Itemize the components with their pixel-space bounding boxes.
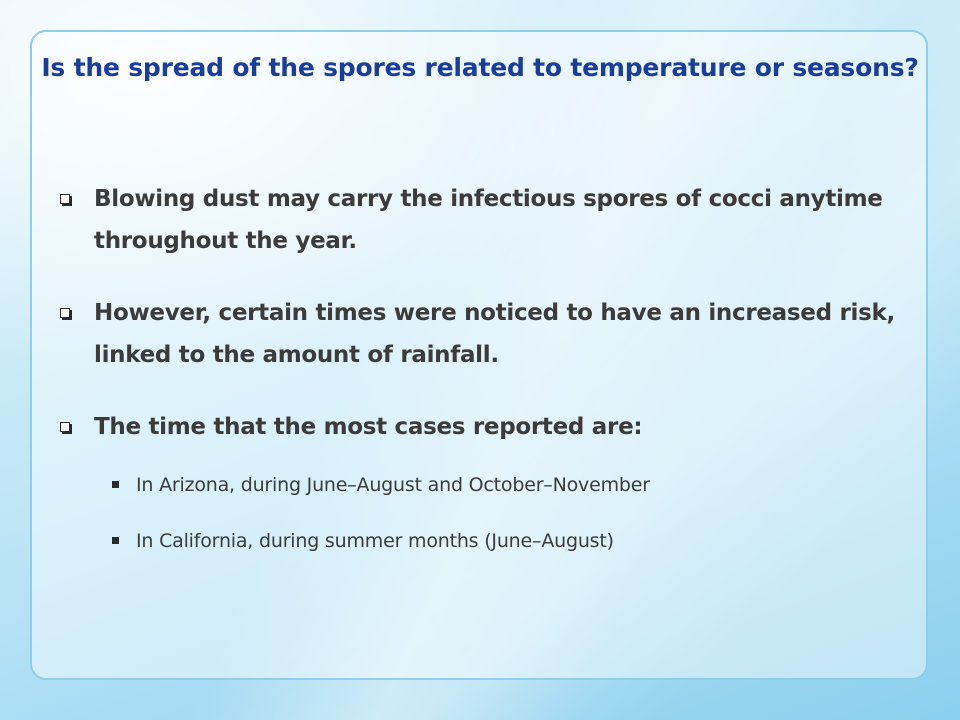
bullet-text: Blowing dust may carry the infectious sp… [94,186,883,254]
sub-bullet-text: In California, during summer months (Jun… [136,530,614,552]
bullet-text: However, certain times were noticed to h… [94,300,895,368]
filled-square-icon [112,537,119,544]
bullet-list: Blowing dust may carry the infectious sp… [58,178,898,582]
bullet-item: The time that the most cases reported ar… [58,406,898,448]
content-panel [30,30,928,680]
bullet-text: The time that the most cases reported ar… [94,414,643,440]
checkbox-square-icon [60,422,70,432]
bullet-item: Blowing dust may carry the infectious sp… [58,178,898,262]
checkbox-square-icon [60,194,70,204]
sub-bullet-list: In Arizona, during June–August and Octob… [58,470,898,556]
bullet-item: However, certain times were noticed to h… [58,292,898,376]
checkbox-square-icon [60,308,70,318]
slide-title: Is the spread of the spores related to t… [41,53,919,82]
sub-bullet-text: In Arizona, during June–August and Octob… [136,474,650,496]
sub-bullet-group: In Arizona, during June–August and Octob… [58,470,898,556]
filled-square-icon [112,481,119,488]
sub-bullet-item: In Arizona, during June–August and Octob… [94,470,898,500]
sub-bullet-item: In California, during summer months (Jun… [94,526,898,556]
